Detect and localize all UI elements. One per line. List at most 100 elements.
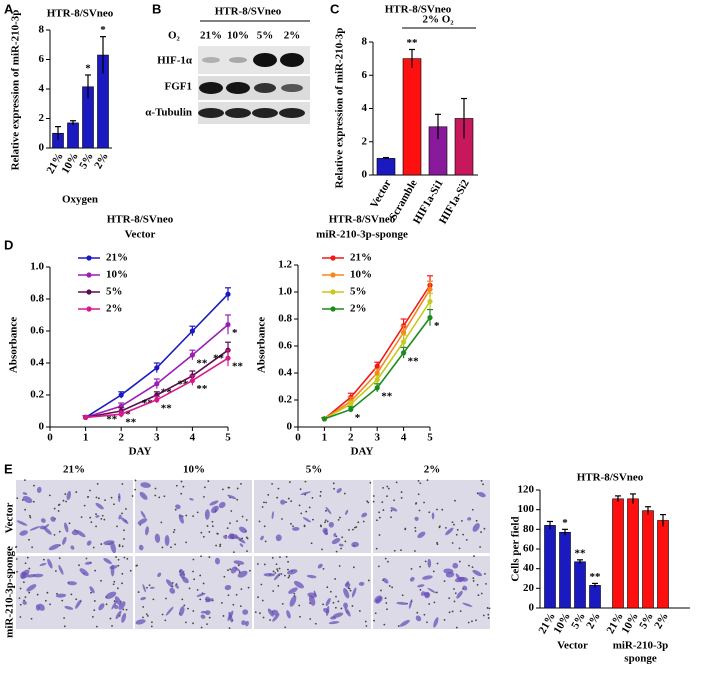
x-axis-label: Oxygen: [62, 194, 98, 206]
cell: [472, 523, 480, 532]
x-axis-label: DAY: [129, 446, 152, 458]
point: [189, 352, 195, 358]
x-tick-label: 1: [322, 432, 328, 444]
cell: [138, 544, 144, 551]
pore: [188, 587, 191, 590]
pore: [337, 600, 340, 603]
cell: [286, 610, 291, 619]
pore: [75, 491, 78, 493]
bar: [642, 510, 654, 609]
pore: [269, 619, 271, 621]
pore: [211, 520, 214, 523]
pore: [461, 520, 463, 522]
y-axis-label: Absorbance: [8, 317, 20, 373]
pore: [261, 506, 264, 508]
pore: [134, 479, 137, 482]
pore: [304, 480, 307, 483]
pore: [240, 588, 243, 591]
bar: [574, 561, 586, 609]
pore: [70, 593, 73, 596]
pore: [202, 535, 205, 538]
pore: [468, 564, 470, 567]
x-tick-label: 3: [374, 432, 380, 444]
point: [401, 329, 407, 336]
pore: [281, 602, 284, 605]
legend-label: 2%: [350, 303, 367, 315]
pore: [163, 495, 166, 498]
pore: [228, 486, 231, 489]
pore: [63, 625, 66, 628]
pore: [112, 583, 115, 586]
cell: [66, 490, 71, 501]
pore: [458, 560, 461, 563]
cell: [209, 500, 219, 506]
pore: [278, 567, 281, 570]
y-tick-label: 0: [39, 142, 45, 154]
legend-marker: [330, 306, 336, 312]
micrograph-row: Vector: [4, 503, 16, 534]
cell: [328, 521, 334, 528]
pore: [262, 616, 265, 619]
pore: [335, 550, 338, 553]
significance: **: [106, 414, 118, 426]
x-tick-label: 2: [348, 432, 354, 444]
legend-label: 5%: [106, 286, 123, 298]
cell: [110, 564, 115, 577]
pore: [326, 520, 329, 523]
pore: [428, 603, 431, 605]
chart-title: HTR-8/SVneo: [385, 4, 452, 16]
blot-row: HIF-1α: [157, 55, 193, 67]
pore: [321, 548, 323, 551]
pore: [467, 621, 470, 624]
cell: [408, 599, 413, 609]
pore: [30, 617, 33, 620]
pore: [172, 531, 175, 534]
pore: [116, 525, 118, 528]
pore: [83, 504, 86, 507]
cell: [71, 530, 79, 536]
cell: [140, 510, 146, 519]
cell: [105, 591, 117, 599]
cell: [70, 545, 75, 550]
cell: [114, 596, 122, 606]
pore: [483, 527, 486, 530]
micrograph-column: 5%: [306, 464, 323, 476]
pore: [125, 508, 127, 510]
pore: [372, 500, 375, 503]
x-tick-label: 5%: [569, 611, 588, 631]
pore: [29, 516, 32, 519]
pore: [488, 607, 491, 610]
cell: [89, 586, 95, 594]
cell: [16, 520, 28, 526]
pore: [208, 616, 211, 619]
pore: [257, 563, 259, 565]
pore: [173, 528, 176, 531]
pore: [232, 551, 235, 554]
cell: [98, 603, 105, 611]
cell: [358, 581, 365, 586]
pore: [80, 516, 83, 519]
pore: [339, 516, 341, 519]
pore: [314, 622, 317, 625]
cell: [331, 538, 341, 545]
cell: [48, 543, 60, 551]
pore: [288, 575, 291, 577]
cell: [234, 567, 241, 572]
pore: [326, 586, 329, 589]
cell: [224, 584, 232, 591]
pore: [123, 538, 125, 540]
point: [374, 385, 380, 391]
y-axis-label: Relative expression of miR-210-3p: [10, 10, 22, 171]
cell: [140, 596, 147, 601]
y-tick-label: 60: [523, 543, 535, 555]
significance: *: [355, 412, 361, 424]
pore: [185, 514, 188, 517]
pore: [272, 590, 275, 592]
pore: [100, 517, 103, 520]
cell: [200, 610, 207, 614]
pore: [400, 497, 403, 499]
pore: [383, 623, 386, 626]
y-tick-label: 6: [39, 53, 45, 65]
pore: [480, 479, 483, 482]
bar: [544, 525, 556, 609]
